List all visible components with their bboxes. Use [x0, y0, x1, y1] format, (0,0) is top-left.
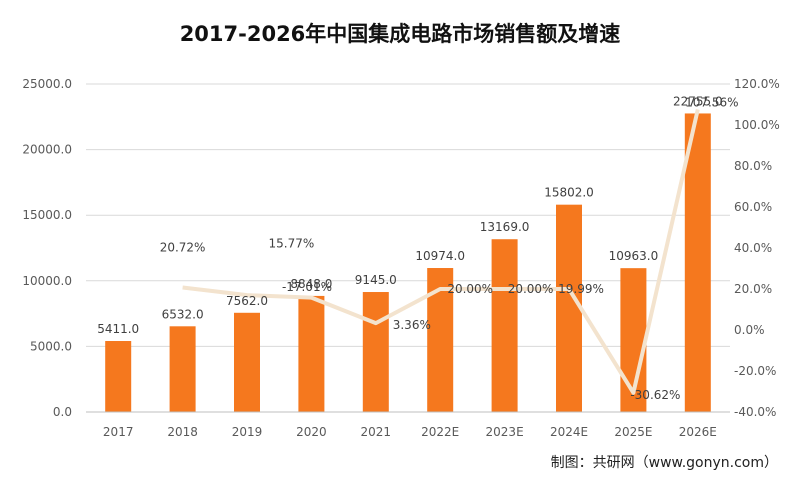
growth-line — [182, 109, 700, 395]
y-left-tick-label: 0.0 — [53, 405, 72, 419]
y-left-tick-label: 10000.0 — [22, 274, 72, 288]
y-right-tick-label: 60.0% — [734, 200, 772, 214]
growth-value-label: 19.99% — [558, 282, 604, 296]
bar — [491, 239, 518, 412]
bar — [556, 204, 582, 412]
bar — [684, 113, 711, 412]
growth-line-path — [182, 109, 700, 395]
y-right-tick-label: -40.0% — [734, 405, 776, 419]
bar — [298, 295, 325, 412]
bar — [169, 326, 196, 412]
growth-value-label: 15.77% — [269, 237, 315, 251]
x-tick-label: 2023E — [486, 425, 524, 439]
y-right-tick-label: 80.0% — [734, 159, 772, 173]
y-right-tick-label: 20.0% — [734, 282, 772, 296]
x-tick-label: 2022E — [421, 425, 459, 439]
y-left-tick-label: 25000.0 — [22, 77, 72, 91]
bars — [105, 113, 711, 412]
bar — [362, 292, 389, 412]
y-right-tick-label: 40.0% — [734, 241, 772, 255]
growth-value-label: 3.36% — [393, 318, 431, 332]
x-tick-label: 2021 — [361, 425, 392, 439]
bar-value-label: 6532.0 — [162, 307, 204, 321]
growth-value-label: 20.00% — [508, 282, 554, 296]
y-left-tick-label: 20000.0 — [22, 143, 72, 157]
source-credit: 制图：共研网（www.gonyn.com） — [550, 455, 778, 471]
chart-title: 2017-2026年中国集成电路市场销售额及增速 — [179, 22, 621, 46]
x-tick-label: 2020 — [296, 425, 327, 439]
bar-value-label: 22755.0 — [673, 94, 723, 108]
x-tick-label: 2019 — [232, 425, 263, 439]
y-right-tick-label: 100.0% — [734, 118, 780, 132]
bar-value-label: 10974.0 — [415, 249, 465, 263]
bar — [234, 312, 260, 412]
y-right-tick-label: 0.0% — [734, 323, 765, 337]
bar-value-label: 5411.0 — [97, 322, 139, 336]
bar — [105, 341, 132, 412]
x-tick-label: 2024E — [550, 425, 588, 439]
growth-value-label: 20.00% — [447, 282, 493, 296]
growth-value-label: 107.56% — [685, 96, 738, 110]
x-tick-label: 2025E — [614, 425, 652, 439]
y-right-tick-label: 120.0% — [734, 77, 780, 91]
data-labels: 5411.0 6532.0 7562.0 8848.0 9145.0 10974.0 131… — [97, 94, 738, 401]
growth-value-label: -30.62% — [630, 388, 680, 402]
bar-value-label: 15802.0 — [544, 186, 594, 200]
bar-value-label: 10963.0 — [609, 249, 659, 263]
x-tick-label: 2026E — [679, 425, 717, 439]
axes: 0.0 5000.0 10000.0 15000.0 20000.0 25000.0 -40… — [22, 77, 779, 439]
growth-value-label: -17.01% — [282, 280, 332, 294]
bar-value-label: 13169.0 — [480, 220, 530, 234]
x-tick-label: 2017 — [103, 425, 134, 439]
y-right-tick-label: -20.0% — [734, 364, 776, 378]
bar-value-label: 9145.0 — [355, 273, 397, 287]
y-left-tick-label: 5000.0 — [30, 339, 72, 353]
growth-value-label: 20.72% — [160, 241, 206, 255]
bar-value-label: 8848.0 — [290, 277, 332, 291]
bar-value-label: 7562.0 — [226, 294, 268, 308]
y-left-tick-label: 15000.0 — [22, 208, 72, 222]
x-tick-label: 2018 — [167, 425, 198, 439]
